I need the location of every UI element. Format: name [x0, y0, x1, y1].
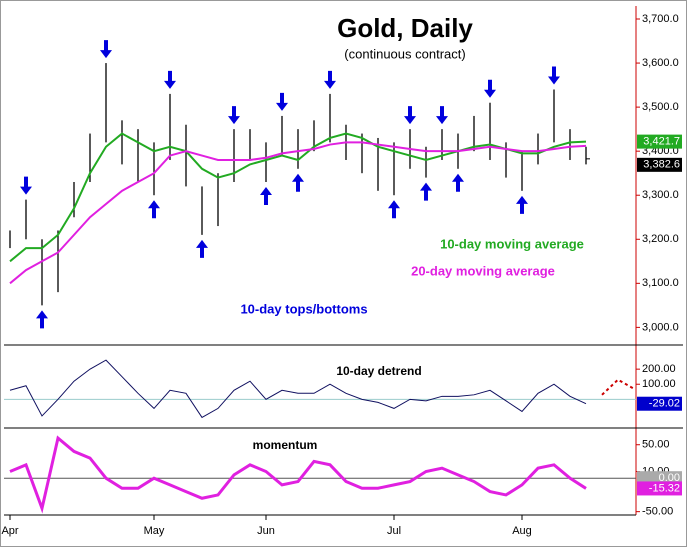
top-arrow	[484, 79, 496, 98]
x-tick-label: Aug	[512, 525, 532, 537]
ma10-label: 10-day moving average	[440, 236, 584, 251]
ma20-label: 20-day moving average	[411, 263, 555, 278]
x-tick-label: Apr	[1, 525, 18, 537]
bottom-arrow	[420, 182, 432, 201]
value-label: -15.32	[649, 482, 680, 494]
y-tick-label: 3,100.0	[642, 277, 679, 289]
series-line	[9, 359, 587, 419]
y-tick-label: 3,300.0	[642, 189, 679, 201]
series-line	[9, 141, 587, 285]
series-line	[601, 378, 635, 396]
y-tick-label: 50.00	[642, 439, 670, 451]
chart-subtitle: (continuous contract)	[344, 46, 465, 61]
series-line	[9, 435, 587, 514]
bottom-arrow	[260, 187, 272, 206]
top-arrow	[276, 92, 288, 111]
value-label: -29.02	[649, 398, 680, 410]
y-tick-label: 3,500.0	[642, 101, 679, 113]
bottom-arrow	[36, 310, 48, 329]
top-arrow	[100, 40, 112, 59]
series-line	[9, 132, 587, 263]
top-arrow	[548, 66, 560, 85]
x-tick-label: Jul	[387, 525, 401, 537]
value-label-box	[637, 134, 682, 149]
y-tick-label: 3,700.0	[642, 13, 679, 25]
y-tick-label: 100.00	[642, 378, 676, 390]
top-arrow	[404, 106, 416, 125]
value-label: 3,382.6	[643, 159, 680, 171]
bottom-arrow	[388, 200, 400, 219]
bottom-arrow	[292, 173, 304, 192]
bottom-arrow	[148, 200, 160, 219]
panel-title: 10-day detrend	[336, 364, 421, 378]
bottom-arrow	[196, 239, 208, 258]
x-tick-label: May	[144, 525, 165, 537]
value-label: 0.00	[659, 472, 680, 484]
y-tick-label: 3,200.0	[642, 233, 679, 245]
value-label: 3,421.7	[643, 136, 680, 148]
value-label-box	[637, 481, 682, 496]
panel-title: momentum	[253, 438, 318, 452]
y-tick-label: -50.00	[642, 506, 673, 518]
bottom-arrow	[516, 195, 528, 214]
top-arrow	[436, 106, 448, 125]
chart-title: Gold, Daily	[337, 13, 473, 43]
tops-bottoms-label: 10-day tops/bottoms	[240, 301, 367, 316]
top-arrow	[20, 176, 32, 195]
bottom-arrow	[452, 173, 464, 192]
y-tick-label: 200.00	[642, 363, 676, 375]
top-arrow	[228, 106, 240, 125]
top-arrow	[324, 70, 336, 89]
value-label-box	[637, 157, 682, 172]
y-tick-label: 3,600.0	[642, 57, 679, 69]
y-tick-label: 3,000.0	[642, 321, 679, 333]
top-arrow	[164, 70, 176, 89]
x-tick-label: Jun	[257, 525, 275, 537]
value-label-box	[637, 396, 682, 411]
